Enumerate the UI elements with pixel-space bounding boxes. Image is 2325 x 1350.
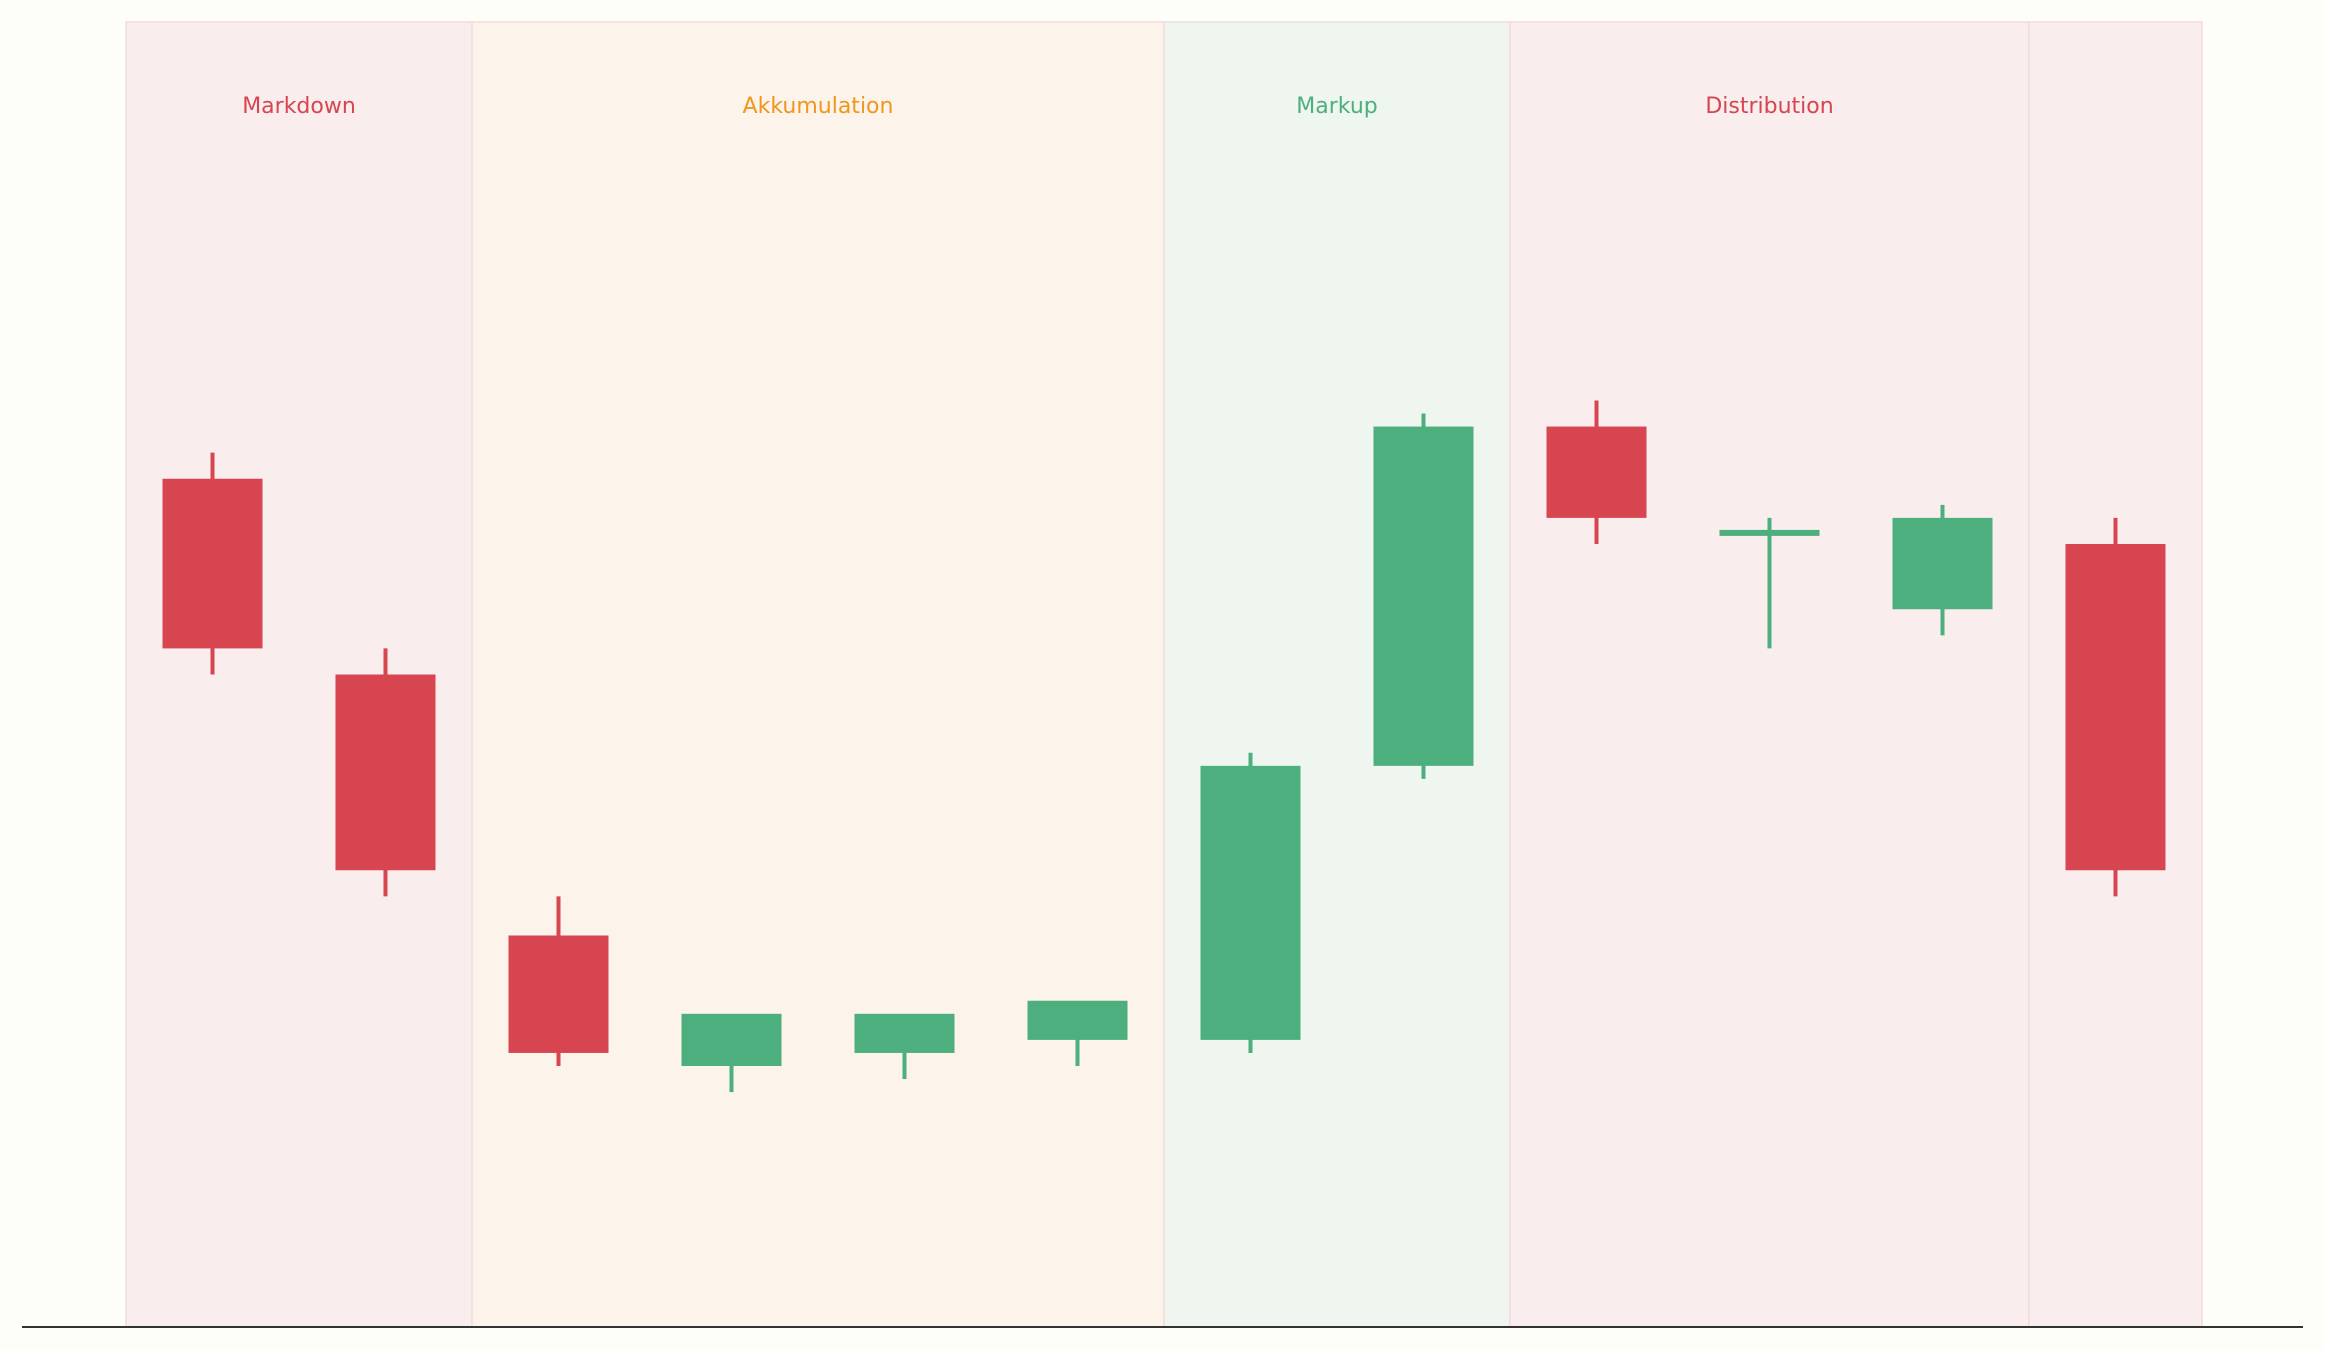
bullish-candle bbox=[1200, 752, 1301, 1053]
candle-body bbox=[681, 1013, 782, 1066]
bullish-candle bbox=[1719, 517, 1820, 649]
bullish-candle bbox=[1892, 504, 1993, 636]
candle-body bbox=[335, 674, 436, 871]
candles bbox=[162, 400, 2166, 1093]
candle-body bbox=[1200, 765, 1301, 1040]
phase-label: Akkumulation bbox=[743, 94, 894, 119]
phase-label: Distribution bbox=[1705, 94, 1833, 119]
bearish-candle bbox=[335, 648, 436, 897]
candle-body bbox=[1027, 1000, 1128, 1040]
candle-body bbox=[162, 478, 263, 649]
candle-body bbox=[508, 935, 609, 1053]
bearish-candle bbox=[1546, 400, 1647, 544]
bearish-candle bbox=[2065, 517, 2166, 897]
candle-body bbox=[1546, 426, 1647, 518]
bullish-candle bbox=[681, 1013, 782, 1093]
candle-body bbox=[2065, 544, 2166, 871]
bearish-candle bbox=[508, 896, 609, 1066]
bullish-candle bbox=[1027, 1000, 1128, 1066]
phase-region bbox=[1509, 21, 2030, 1328]
candle-body bbox=[1892, 517, 1993, 610]
candle-body bbox=[854, 1013, 955, 1053]
phase-label: Markup bbox=[1296, 94, 1377, 119]
phase-label: Markdown bbox=[242, 94, 356, 119]
candle-body bbox=[1719, 529, 1820, 536]
bullish-candle bbox=[854, 1013, 955, 1080]
phase-regions: Markdown Akkumulation Markup Distribution bbox=[125, 21, 2203, 1328]
phase-region bbox=[471, 21, 1165, 1328]
bullish-candle bbox=[1373, 413, 1474, 779]
candle-body bbox=[1373, 426, 1474, 766]
bearish-candle bbox=[162, 452, 263, 675]
